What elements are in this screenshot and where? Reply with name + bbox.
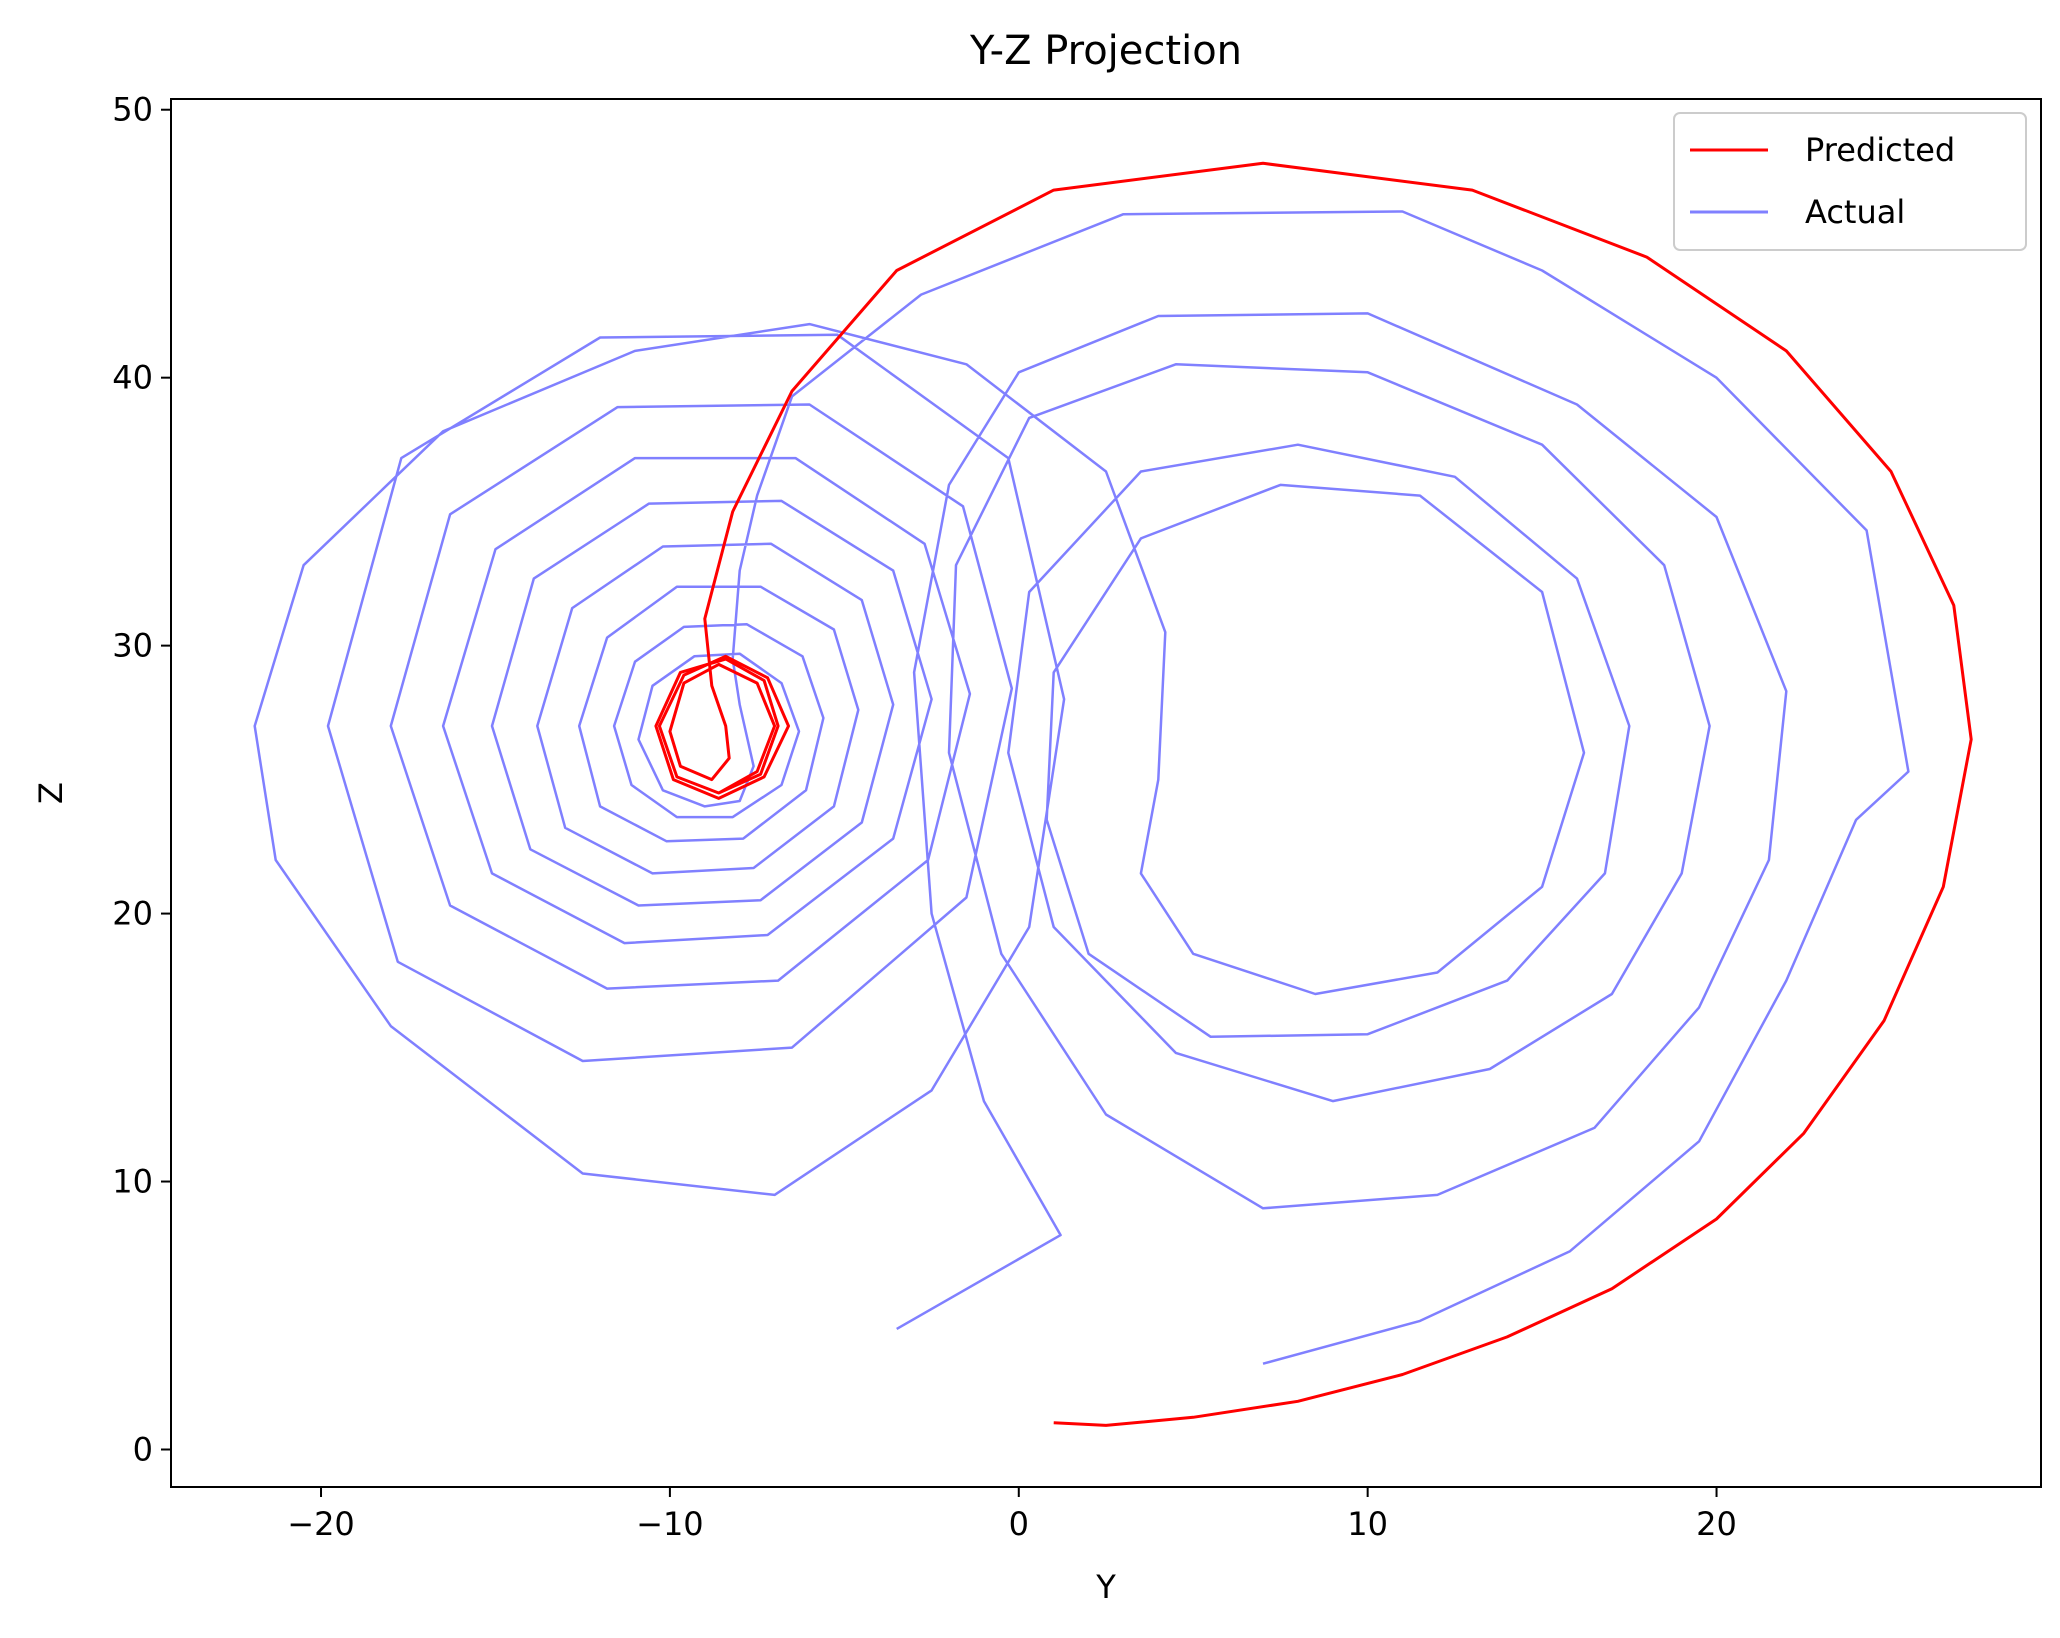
x-tick-label: −20: [287, 1505, 355, 1543]
y-tick-label: 10: [112, 1163, 153, 1201]
plot-frame: [170, 98, 2042, 1488]
y-tick-label: 20: [112, 895, 153, 933]
y-tick-label: 30: [112, 627, 153, 665]
legend-label-actual: Actual: [1805, 193, 1905, 231]
legend: Predicted Actual: [1673, 112, 2027, 251]
x-axis-label: Y: [1095, 1568, 1116, 1606]
y-tick-label: 0: [133, 1430, 153, 1468]
y-axis: 0 10 20 30 40 50: [112, 91, 171, 1468]
series-line-actual: [253, 210, 1910, 1365]
x-tick-label: 10: [1347, 1505, 1388, 1543]
y-axis-label: Z: [32, 782, 70, 804]
x-tick-label: 0: [1009, 1505, 1029, 1543]
chart-title: Y-Z Projection: [969, 28, 1242, 74]
x-tick-label: −10: [636, 1505, 704, 1543]
x-axis: −20 −10 0 10 20: [287, 1487, 1737, 1543]
y-tick-label: 40: [112, 359, 153, 397]
y-tick-label: 50: [112, 91, 153, 129]
x-tick-label: 20: [1696, 1505, 1737, 1543]
legend-label-predicted: Predicted: [1805, 131, 1955, 169]
series-line-predicted: [654, 161, 1973, 1427]
legend-box: [1673, 112, 2027, 251]
series-layer: [253, 161, 1973, 1427]
